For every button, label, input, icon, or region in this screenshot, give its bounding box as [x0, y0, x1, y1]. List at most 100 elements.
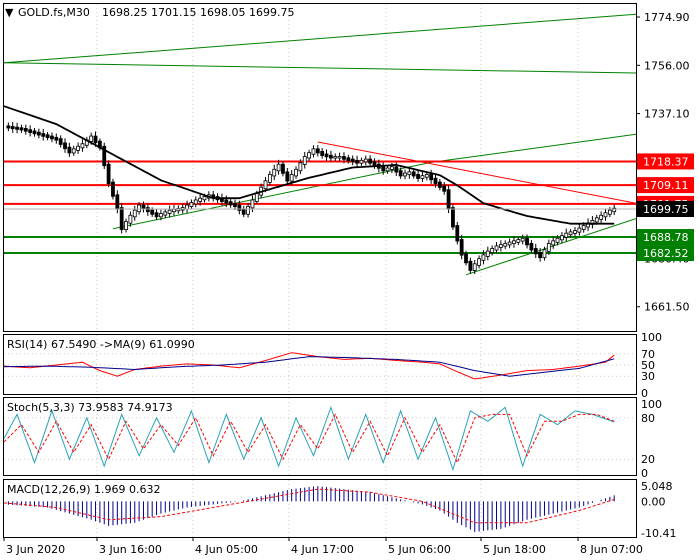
- candle-body: [603, 212, 608, 218]
- macd-axis-label: 5.048: [641, 480, 673, 493]
- candle-body: [189, 202, 194, 207]
- candle-body: [224, 199, 229, 204]
- candle-body: [228, 201, 233, 206]
- candle-body: [538, 251, 543, 259]
- main-chart-frame[interactable]: [3, 3, 637, 332]
- candle-body: [241, 208, 246, 215]
- time-label: 5 Jun 18:00: [483, 543, 546, 556]
- candle-body: [581, 225, 586, 230]
- candle-body: [294, 168, 298, 177]
- rsi-line: [3, 352, 615, 380]
- candle-body: [132, 209, 137, 218]
- candle-body: [372, 161, 377, 167]
- candle-body: [285, 171, 290, 182]
- candle-body: [503, 242, 508, 247]
- candle-body: [119, 207, 124, 230]
- candle-body: [407, 171, 412, 176]
- rsi-axis-label: 0: [641, 387, 648, 400]
- candle-body: [350, 158, 355, 163]
- candle-body: [516, 239, 521, 243]
- macd-histogram: [3, 486, 615, 532]
- rsi-title: RSI(14) 67.5490 ->MA(9) 61.0990: [7, 338, 195, 351]
- candle-body: [163, 211, 168, 216]
- candle-body: [368, 158, 373, 164]
- candle-body: [302, 156, 307, 165]
- current-price-label: 1699.75: [643, 203, 689, 216]
- candle-body: [568, 231, 573, 236]
- candle-body: [193, 199, 198, 205]
- candle-body: [80, 143, 85, 149]
- candle-body: [477, 258, 481, 266]
- candle-body: [307, 152, 312, 159]
- candle-body: [137, 204, 142, 213]
- candle-body: [416, 173, 420, 179]
- candle-body: [555, 237, 560, 243]
- rsi-axis-label: 70: [641, 348, 655, 361]
- candle-body: [577, 227, 582, 233]
- rsi-lines: [3, 352, 636, 380]
- candle-body: [394, 166, 399, 173]
- macd-title: MACD(12,26,9) 1.969 0.632: [7, 483, 161, 496]
- rsi-axis-label: 30: [641, 370, 655, 383]
- trendline[interactable]: [465, 218, 637, 276]
- ohlc-values: 1698.25 1701.15 1698.05 1699.75: [102, 6, 294, 19]
- candle-body: [363, 158, 368, 163]
- candle-body: [346, 157, 351, 162]
- trendline[interactable]: [317, 141, 637, 204]
- candle-body: [145, 207, 150, 213]
- candle-body: [54, 136, 59, 141]
- stoch-title: Stoch(5,3,3) 73.9583 74.9173: [7, 401, 173, 414]
- price-tick-label: 1756.00: [644, 59, 690, 72]
- candle-body: [342, 156, 346, 160]
- candle-body: [573, 230, 577, 234]
- candle-body: [106, 163, 111, 184]
- candle-body: [58, 138, 63, 145]
- candle-body: [159, 213, 163, 218]
- rsi-axis-label: 50: [641, 359, 655, 372]
- candle-body: [398, 170, 403, 177]
- candle-body: [607, 209, 612, 215]
- stoch-axis-label: 80: [641, 412, 655, 425]
- chart-grid: [96, 4, 579, 537]
- candle-body: [10, 126, 15, 130]
- candle-body: [529, 242, 534, 251]
- candle-body: [71, 148, 76, 154]
- stoch-axis-label: 100: [641, 398, 662, 411]
- candle-body: [93, 135, 98, 144]
- stoch-axis-label: 20: [641, 453, 655, 466]
- candle-body: [533, 248, 538, 255]
- candle-body: [490, 248, 495, 253]
- level-label-box: [637, 177, 694, 194]
- candle-body: [381, 166, 386, 172]
- trendline[interactable]: [3, 62, 637, 74]
- candle-body: [424, 173, 429, 178]
- candle-body: [385, 167, 390, 172]
- candle-body: [128, 214, 133, 224]
- stoch-axis-label: 0: [641, 467, 648, 480]
- level-label: 1688.78: [643, 231, 689, 244]
- level-label: 1718.37: [643, 155, 689, 168]
- candle-body: [551, 240, 556, 246]
- candle-body: [512, 240, 516, 245]
- candle-body: [599, 214, 604, 220]
- trendline[interactable]: [3, 13, 637, 64]
- time-label: 4 Jun 17:00: [291, 543, 354, 556]
- candle-body: [41, 133, 46, 137]
- moving-average: [3, 105, 615, 225]
- candle-body: [464, 253, 468, 264]
- level-labels: 1718.371709.111701.751688.781682.521699.…: [637, 153, 694, 262]
- candle-body: [494, 245, 499, 251]
- moving-average-line: [3, 105, 615, 225]
- level-label: 1682.52: [643, 247, 689, 260]
- candle-body: [289, 173, 294, 182]
- candle-body: [520, 237, 525, 242]
- horizontal-levels[interactable]: [4, 160, 636, 255]
- candle-body: [564, 232, 569, 238]
- candle-body: [612, 207, 617, 213]
- candle-body: [446, 189, 451, 210]
- candle-body: [455, 225, 460, 242]
- candle-body: [468, 260, 473, 271]
- candle-body: [6, 125, 11, 129]
- candle-body: [311, 148, 316, 155]
